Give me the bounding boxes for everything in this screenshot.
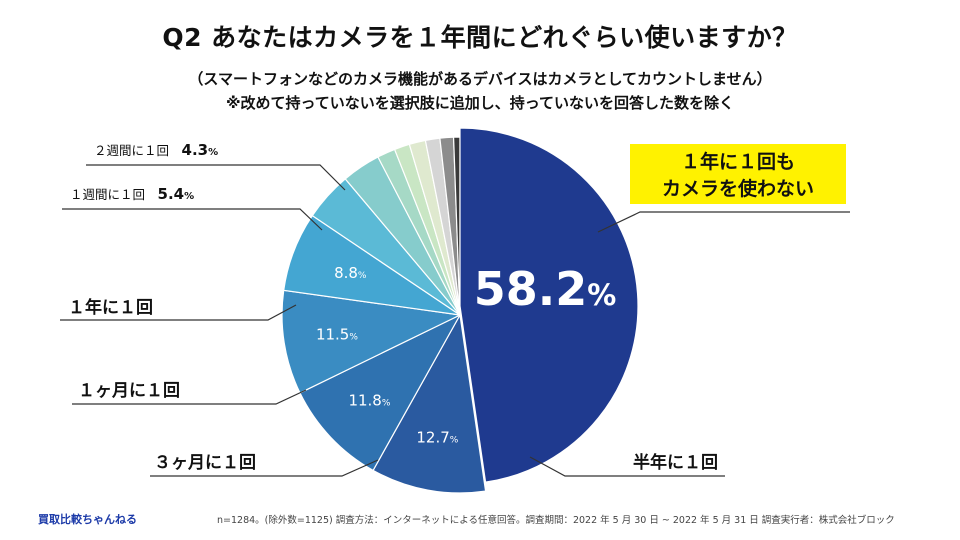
category-label-4: １ヶ月に１回 — [78, 381, 180, 401]
footer-brand: 買取比較ちゃんねる — [38, 513, 137, 526]
pie-slice-4 — [281, 289, 463, 394]
chart-subtitle-2: ※改めて持っていないを選択肢に追加し、持っていないを回答した数を除く — [225, 94, 735, 112]
value-label-3: 11.8% — [348, 392, 390, 410]
leader-line-3 — [150, 459, 379, 477]
pie-slice-1 — [459, 127, 639, 483]
footer-note: n=1284。(除外数=1125) 調査方法：インターネットによる任意回答。調査… — [217, 515, 895, 526]
leader-line-2 — [529, 456, 725, 477]
category-label-1-line2: カメラを使わない — [662, 178, 814, 200]
category-label-3: ３ヶ月に１回 — [154, 453, 256, 473]
leader-line-4 — [72, 389, 307, 405]
value-label-5: 8.8% — [334, 264, 367, 282]
leader-line-1 — [597, 211, 850, 233]
value-label-2: 12.7% — [416, 429, 458, 447]
pie-slice-3 — [299, 313, 462, 472]
category-label-2: 半年に１回 — [633, 452, 718, 473]
value-label-1: 58.2% — [474, 262, 617, 316]
pie-slice-2 — [372, 313, 487, 494]
category-label-5: １年に１回 — [68, 297, 153, 318]
category-label-1-line1: １年に１回も — [681, 150, 795, 173]
category-label-6: １週間に１回 5.4% — [70, 185, 194, 203]
leader-line-7 — [86, 164, 346, 191]
leader-line-5 — [60, 304, 297, 321]
leader-line-6 — [62, 208, 323, 231]
callout-box — [630, 144, 846, 204]
chart-subtitle-1: （スマートフォンなどのカメラ機能があるデバイスはカメラとしてカウントしません） — [188, 70, 772, 88]
category-label-7: ２週間に１回 4.3% — [94, 141, 218, 159]
value-label-4: 11.5% — [316, 325, 358, 343]
chart-title: Q2 あなたはカメラを１年間にどれぐらい使いますか？ — [162, 23, 798, 52]
